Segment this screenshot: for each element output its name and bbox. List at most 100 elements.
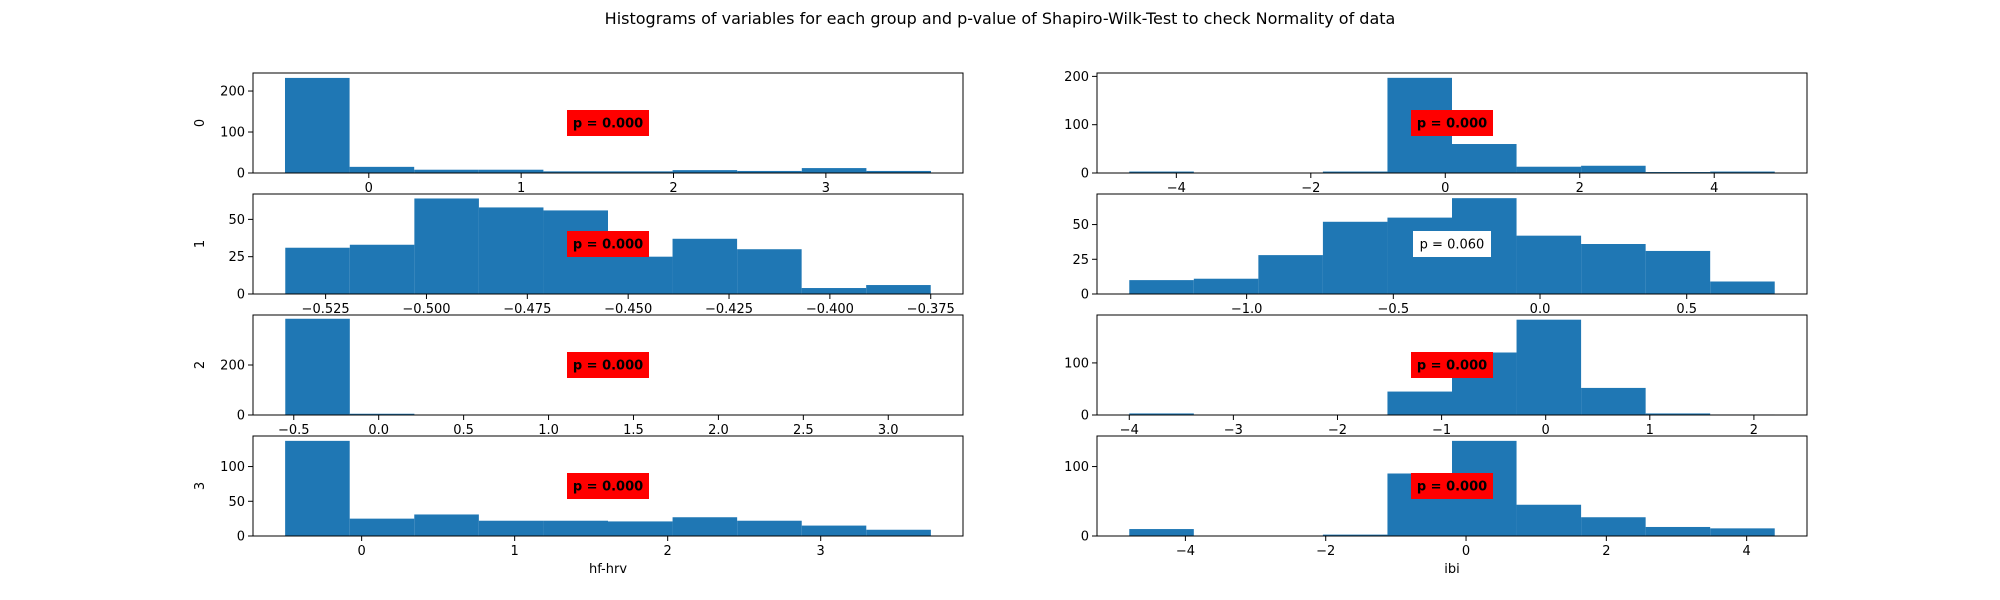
histogram-bar bbox=[543, 171, 608, 173]
x-tick-label: −4 bbox=[1120, 423, 1139, 438]
x-tick-label: 3.0 bbox=[878, 423, 899, 438]
histogram-bar bbox=[801, 168, 867, 173]
histogram-bar bbox=[1129, 413, 1194, 415]
x-tick-label: 2 bbox=[1750, 423, 1758, 438]
histogram-bar bbox=[1581, 165, 1646, 173]
y-tick-label: 0 bbox=[1081, 288, 1089, 303]
y-tick-label: 25 bbox=[1072, 253, 1089, 268]
x-tick-label: −1 bbox=[1432, 423, 1451, 438]
x-tick-label: −0.5 bbox=[1378, 302, 1410, 317]
x-tick-label: 2.0 bbox=[708, 423, 729, 438]
x-tick-label: 1 bbox=[517, 181, 525, 196]
x-tick-label: 1.5 bbox=[623, 423, 644, 438]
x-tick-label: −0.475 bbox=[503, 302, 551, 317]
histogram-panel-ibi-group-2: −4 −3 −2 −1 0 1 2 0 100 p = 0.000 bbox=[1064, 314, 1808, 438]
y-tick-label: 0 bbox=[1081, 530, 1089, 545]
x-tick-label: 4 bbox=[1710, 181, 1718, 196]
y-axis-label: 0 bbox=[193, 119, 208, 127]
histogram-bar bbox=[737, 520, 802, 536]
histogram-bar bbox=[1193, 278, 1259, 294]
histogram-bar bbox=[1258, 255, 1323, 294]
histogram-bar bbox=[1710, 171, 1775, 173]
y-tick-label: 50 bbox=[228, 495, 245, 510]
x-tick-label: −2 bbox=[1301, 181, 1320, 196]
histogram-bar bbox=[284, 77, 350, 173]
histogram-bar bbox=[672, 170, 738, 173]
histogram-bar bbox=[414, 198, 479, 294]
histogram-bar bbox=[1645, 413, 1711, 415]
p-value-label: p = 0.000 bbox=[573, 117, 643, 132]
x-tick-label: 0 bbox=[358, 544, 366, 559]
y-tick-label: 50 bbox=[228, 213, 245, 228]
histogram-bar bbox=[1645, 526, 1711, 536]
x-tick-label: −3 bbox=[1224, 423, 1243, 438]
x-tick-label: 0.0 bbox=[368, 423, 389, 438]
y-tick-label: 25 bbox=[228, 250, 245, 265]
y-tick-label: 100 bbox=[220, 126, 245, 141]
x-tick-label: 2.5 bbox=[793, 423, 814, 438]
histogram-bar bbox=[349, 166, 415, 173]
x-axis-label: hf-hrv bbox=[589, 562, 627, 577]
histogram-panel-ibi-group-3: −4 −2 0 2 4 0 100 ibi p = 0.000 bbox=[1064, 435, 1808, 577]
p-value-label: p = 0.000 bbox=[573, 359, 643, 374]
histogram-bar bbox=[285, 440, 350, 536]
x-tick-label: 2 bbox=[1602, 544, 1610, 559]
x-tick-label: 0.5 bbox=[453, 423, 474, 438]
x-tick-label: 2 bbox=[669, 181, 677, 196]
x-tick-label: 0 bbox=[1542, 423, 1550, 438]
x-tick-label: −1.0 bbox=[1231, 302, 1263, 317]
x-tick-label: −2 bbox=[1316, 544, 1335, 559]
histogram-bar bbox=[1710, 281, 1775, 294]
histogram-bar bbox=[1516, 504, 1582, 536]
histogram-bar bbox=[349, 244, 415, 294]
x-tick-label: −0.500 bbox=[402, 302, 450, 317]
histogram-bar bbox=[1452, 144, 1517, 173]
histogram-panel-hf-hrv-group-2: −0.5 0.0 0.5 1.0 1.5 2.0 2.5 3.0 0 200 2 p = 0.000 bbox=[193, 314, 964, 438]
axes-frame bbox=[1096, 193, 1808, 295]
histogram-bar bbox=[608, 256, 673, 294]
histogram-bar bbox=[801, 288, 867, 294]
y-tick-label: 100 bbox=[1064, 118, 1089, 133]
y-tick-label: 100 bbox=[220, 460, 245, 475]
histogram-bar bbox=[737, 170, 802, 173]
histogram-bar bbox=[672, 517, 738, 536]
histogram-bar bbox=[608, 521, 673, 536]
x-tick-label: 3 bbox=[822, 181, 830, 196]
x-tick-label: 2 bbox=[1576, 181, 1584, 196]
x-tick-label: 4 bbox=[1743, 544, 1751, 559]
axes-frame bbox=[252, 193, 964, 295]
x-tick-label: 1.0 bbox=[538, 423, 559, 438]
histogram-bar bbox=[478, 207, 544, 294]
p-value-label: p = 0.060 bbox=[1420, 238, 1485, 253]
axes-frame bbox=[1096, 314, 1808, 416]
y-axis-label: 3 bbox=[193, 482, 208, 490]
x-tick-label: −0.5 bbox=[278, 423, 310, 438]
p-value-label: p = 0.000 bbox=[1417, 359, 1487, 374]
histogram-bar bbox=[478, 169, 544, 173]
y-tick-label: 0 bbox=[237, 288, 245, 303]
p-value-box bbox=[567, 352, 649, 378]
histogram-bar bbox=[349, 413, 415, 415]
histogram-panel-hf-hrv-group-3: 0 1 2 3 0 50 100 3 hf-hrv p = 0.000 bbox=[193, 435, 964, 577]
x-axis-label: ibi bbox=[1444, 562, 1459, 577]
histogram-bar bbox=[414, 169, 479, 173]
x-tick-label: −0.425 bbox=[705, 302, 753, 317]
histogram-bar bbox=[866, 529, 931, 536]
histogram-bar bbox=[1322, 534, 1388, 536]
p-value-box bbox=[567, 473, 649, 499]
histogram-bar bbox=[1516, 166, 1582, 173]
histogram-bar bbox=[1581, 244, 1646, 294]
axes-frame bbox=[252, 435, 964, 537]
histogram-bar bbox=[608, 171, 673, 173]
histogram-bar bbox=[414, 514, 479, 536]
y-axis-label: 2 bbox=[193, 361, 208, 369]
x-tick-label: 0.5 bbox=[1676, 302, 1697, 317]
histogram-bar bbox=[349, 518, 415, 536]
histogram-bar bbox=[1516, 319, 1582, 415]
histogram-bar bbox=[737, 249, 802, 294]
axes-frame bbox=[252, 72, 964, 174]
y-tick-label: 200 bbox=[1064, 70, 1089, 85]
histogram-bar bbox=[1322, 221, 1388, 294]
